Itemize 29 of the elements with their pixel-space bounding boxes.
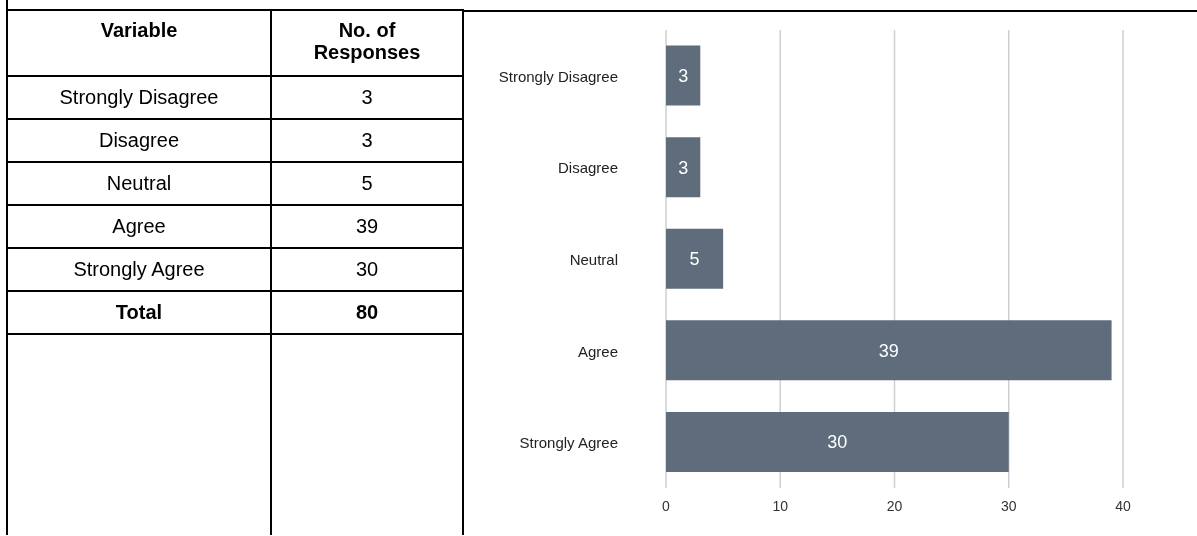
text: Neutral (106, 172, 172, 194)
x-tick-label: 10 (772, 498, 789, 514)
text: 3 (361, 129, 373, 151)
data-label: 5 (689, 249, 700, 270)
text: Total (115, 301, 163, 323)
y-tick-label: Disagree (557, 158, 618, 176)
y-tick-label: Strongly Disagree (498, 67, 618, 85)
y-tick-label: Strongly Agree (519, 433, 618, 451)
text: 39 (355, 215, 379, 237)
y-tick-label: Agree (577, 342, 618, 360)
text: 80 (355, 301, 379, 323)
text: 5 (361, 172, 373, 194)
text: 3 (361, 86, 373, 108)
text: 30 (355, 258, 379, 280)
x-tick-label: 40 (1115, 498, 1131, 514)
x-tick-label: 30 (1000, 498, 1017, 514)
data-label: 3 (678, 157, 689, 178)
text: Variable (100, 19, 178, 41)
text: No. of Responses (313, 19, 421, 63)
text: Disagree (98, 129, 180, 151)
text: Strongly Disagree (59, 86, 219, 108)
text: Strongly Agree (73, 258, 205, 280)
y-tick-label: Neutral (569, 250, 618, 268)
data-label: 3 (678, 65, 689, 86)
data-label: 39 (878, 340, 899, 361)
x-tick-label: 20 (886, 498, 903, 514)
text: Agree (112, 215, 166, 237)
x-tick-label: 0 (662, 498, 671, 514)
data-label: 30 (827, 432, 848, 453)
